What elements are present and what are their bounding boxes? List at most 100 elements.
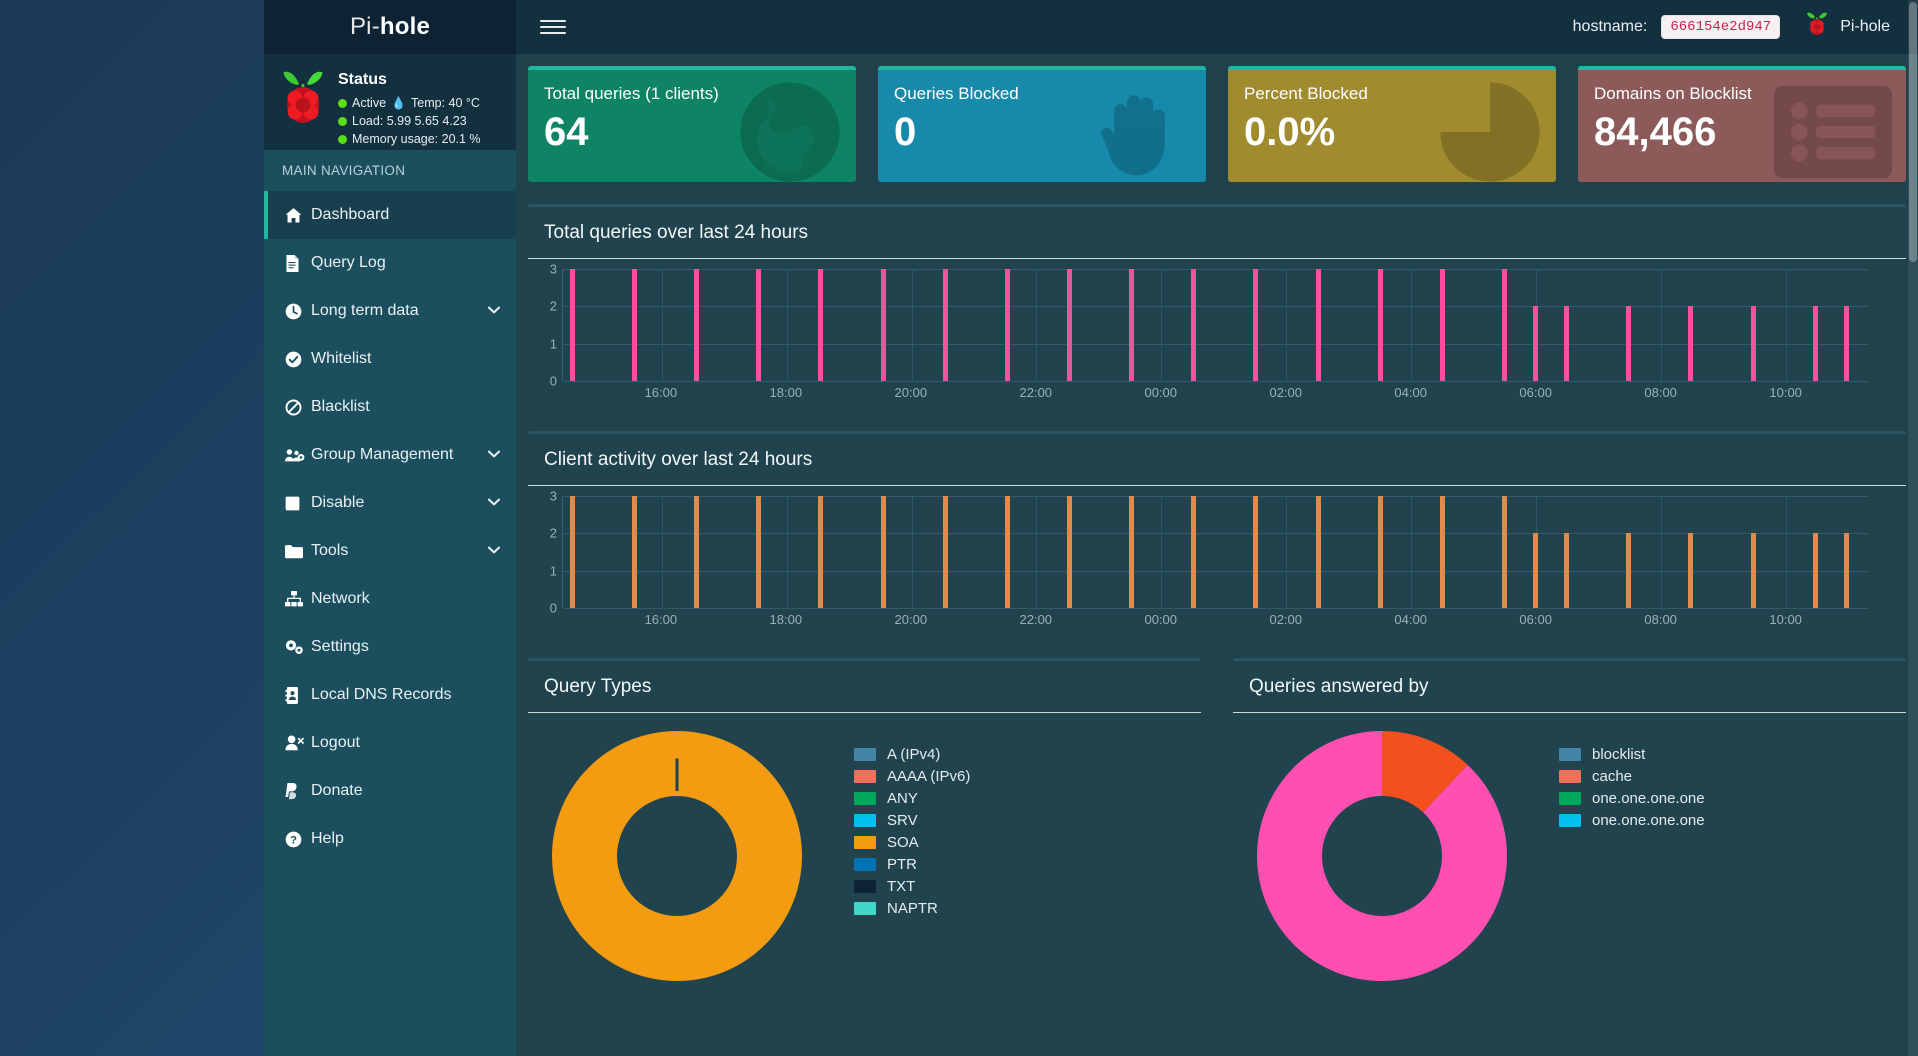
legend-item[interactable]: PTR [854,853,970,875]
sidebar-item-group-management[interactable]: Group Management [264,431,516,479]
chart-bar[interactable] [1191,269,1197,381]
chart-bar[interactable] [1439,496,1445,608]
x-tick-label: 08:00 [1644,612,1677,627]
query-types-donut[interactable] [552,731,802,981]
x-tick-label: 04:00 [1394,385,1427,400]
brand-logo[interactable]: Pi-hole [264,0,516,54]
chart-bar[interactable] [880,496,886,608]
chart-bar[interactable] [1812,306,1818,381]
legend-item[interactable]: SOA [854,831,970,853]
chart-bar[interactable] [1004,496,1010,608]
sidebar-item-dashboard[interactable]: Dashboard [264,191,516,239]
chart-bar[interactable] [1501,496,1507,608]
chart-bar[interactable] [1377,496,1383,608]
queries-answered-by-donut[interactable] [1257,731,1507,981]
chart-bar[interactable] [942,269,948,381]
chart-bar[interactable] [1533,306,1539,381]
x-tick-label: 00:00 [1144,612,1178,627]
total-queries-chart[interactable]: 0 1 2 3 16:00 18:00 20:00 22:00 00:00 02:00 04:00 0… [538,262,1896,401]
chart-bar[interactable] [694,496,700,608]
chart-bar[interactable] [1750,533,1756,608]
page-scrollbar-thumb[interactable] [1909,2,1917,262]
chart-bar[interactable] [1750,306,1756,381]
chart-bar[interactable] [1626,533,1632,608]
chart-bar[interactable] [1688,306,1694,381]
client-activity-chart-box: Client activity over last 24 hours 0 1 2 3 1… [528,431,1906,634]
legend-item[interactable]: A (IPv4) [854,743,970,765]
sidebar-item-long-term-data[interactable]: Long term data [264,287,516,335]
chart-bar[interactable] [756,496,762,608]
legend-item[interactable]: SRV [854,809,970,831]
chart-bar[interactable] [1066,496,1072,608]
chart-bar[interactable] [1129,269,1135,381]
y-tick-label: 1 [549,563,557,579]
chart-bar[interactable] [1315,269,1321,381]
chart-bar[interactable] [1129,496,1135,608]
page-scrollbar[interactable] [1908,0,1918,1056]
legend-item[interactable]: NAPTR [854,897,970,919]
stat-box-percent-blocked[interactable]: Percent Blocked 0.0% [1228,66,1556,182]
chart-bar[interactable] [569,269,575,381]
x-tick-label: 10:00 [1769,612,1802,627]
chart-bar[interactable] [818,269,824,381]
chart-bar[interactable] [1377,269,1383,381]
legend-item[interactable]: blocklist [1559,743,1705,765]
chart-bar[interactable] [631,269,637,381]
stat-box-queries-blocked[interactable]: Queries Blocked 0 [878,66,1206,182]
sidebar-item-help[interactable]: ? Help [264,815,516,863]
sidebar-item-query-log[interactable]: Query Log [264,239,516,287]
chart-bar[interactable] [1843,533,1849,608]
stat-box-title: Percent Blocked [1244,84,1368,103]
sidebar-item-settings[interactable]: Settings [264,623,516,671]
y-tick-label: 3 [549,261,557,277]
sidebar-item-network[interactable]: Network [264,575,516,623]
chart-bar[interactable] [1533,533,1539,608]
chart-bar[interactable] [756,269,762,381]
raspberry-icon [1804,11,1830,44]
legend-item[interactable]: AAAA (IPv6) [854,765,970,787]
sidebar-item-logout[interactable]: Logout [264,719,516,767]
chart-bar[interactable] [942,496,948,608]
chart-bar[interactable] [569,496,575,608]
chart-bar[interactable] [1688,533,1694,608]
x-gridline [786,269,788,381]
client-activity-chart[interactable]: 0 1 2 3 16:00 18:00 20:00 22:00 00:00 02:00 04:00 0… [538,489,1896,628]
chart-bar[interactable] [1564,306,1570,381]
hamburger-icon[interactable] [540,14,566,40]
legend-item[interactable]: TXT [854,875,970,897]
chart-bar[interactable] [1191,496,1197,608]
gridline [563,496,1868,497]
chart-bar[interactable] [1253,269,1259,381]
chart-bar[interactable] [880,269,886,381]
stat-box-total-queries-1-clients[interactable]: Total queries (1 clients) 64 [528,66,856,182]
chart-bar[interactable] [1812,533,1818,608]
chart-bar[interactable] [1004,269,1010,381]
chevron-down-icon [488,449,500,461]
sidebar-item-tools[interactable]: Tools [264,527,516,575]
chart-bar[interactable] [1066,269,1072,381]
sidebar-item-local-dns-records[interactable]: Local DNS Records [264,671,516,719]
chart-bar[interactable] [1439,269,1445,381]
sidebar-item-blacklist[interactable]: Blacklist [264,383,516,431]
chart-bar[interactable] [818,496,824,608]
pie-icon [1436,78,1544,182]
chart-bar[interactable] [1843,306,1849,381]
sidebar-item-whitelist[interactable]: Whitelist [264,335,516,383]
chart-bar[interactable] [1501,269,1507,381]
sidebar-item-donate[interactable]: Donate [264,767,516,815]
chart-bar[interactable] [1315,496,1321,608]
chart-bar[interactable] [1253,496,1259,608]
legend-item[interactable]: cache [1559,765,1705,787]
stat-box-domains-on-blocklist[interactable]: Domains on Blocklist 84,466 [1578,66,1906,182]
donut-row: Query Types A (IPv4) AAAA (IPv6) ANY SRV SOA… [528,658,1906,1013]
sidebar-item-label: Dashboard [311,206,390,223]
chart-bar[interactable] [694,269,700,381]
chart-bar[interactable] [1564,533,1570,608]
chart-bar[interactable] [631,496,637,608]
sidebar-item-disable[interactable]: Disable [264,479,516,527]
legend-item[interactable]: one.one.one.one [1559,809,1705,831]
user-menu[interactable]: Pi-hole [1804,11,1890,44]
chart-bar[interactable] [1626,306,1632,381]
legend-item[interactable]: one.one.one.one [1559,787,1705,809]
legend-item[interactable]: ANY [854,787,970,809]
